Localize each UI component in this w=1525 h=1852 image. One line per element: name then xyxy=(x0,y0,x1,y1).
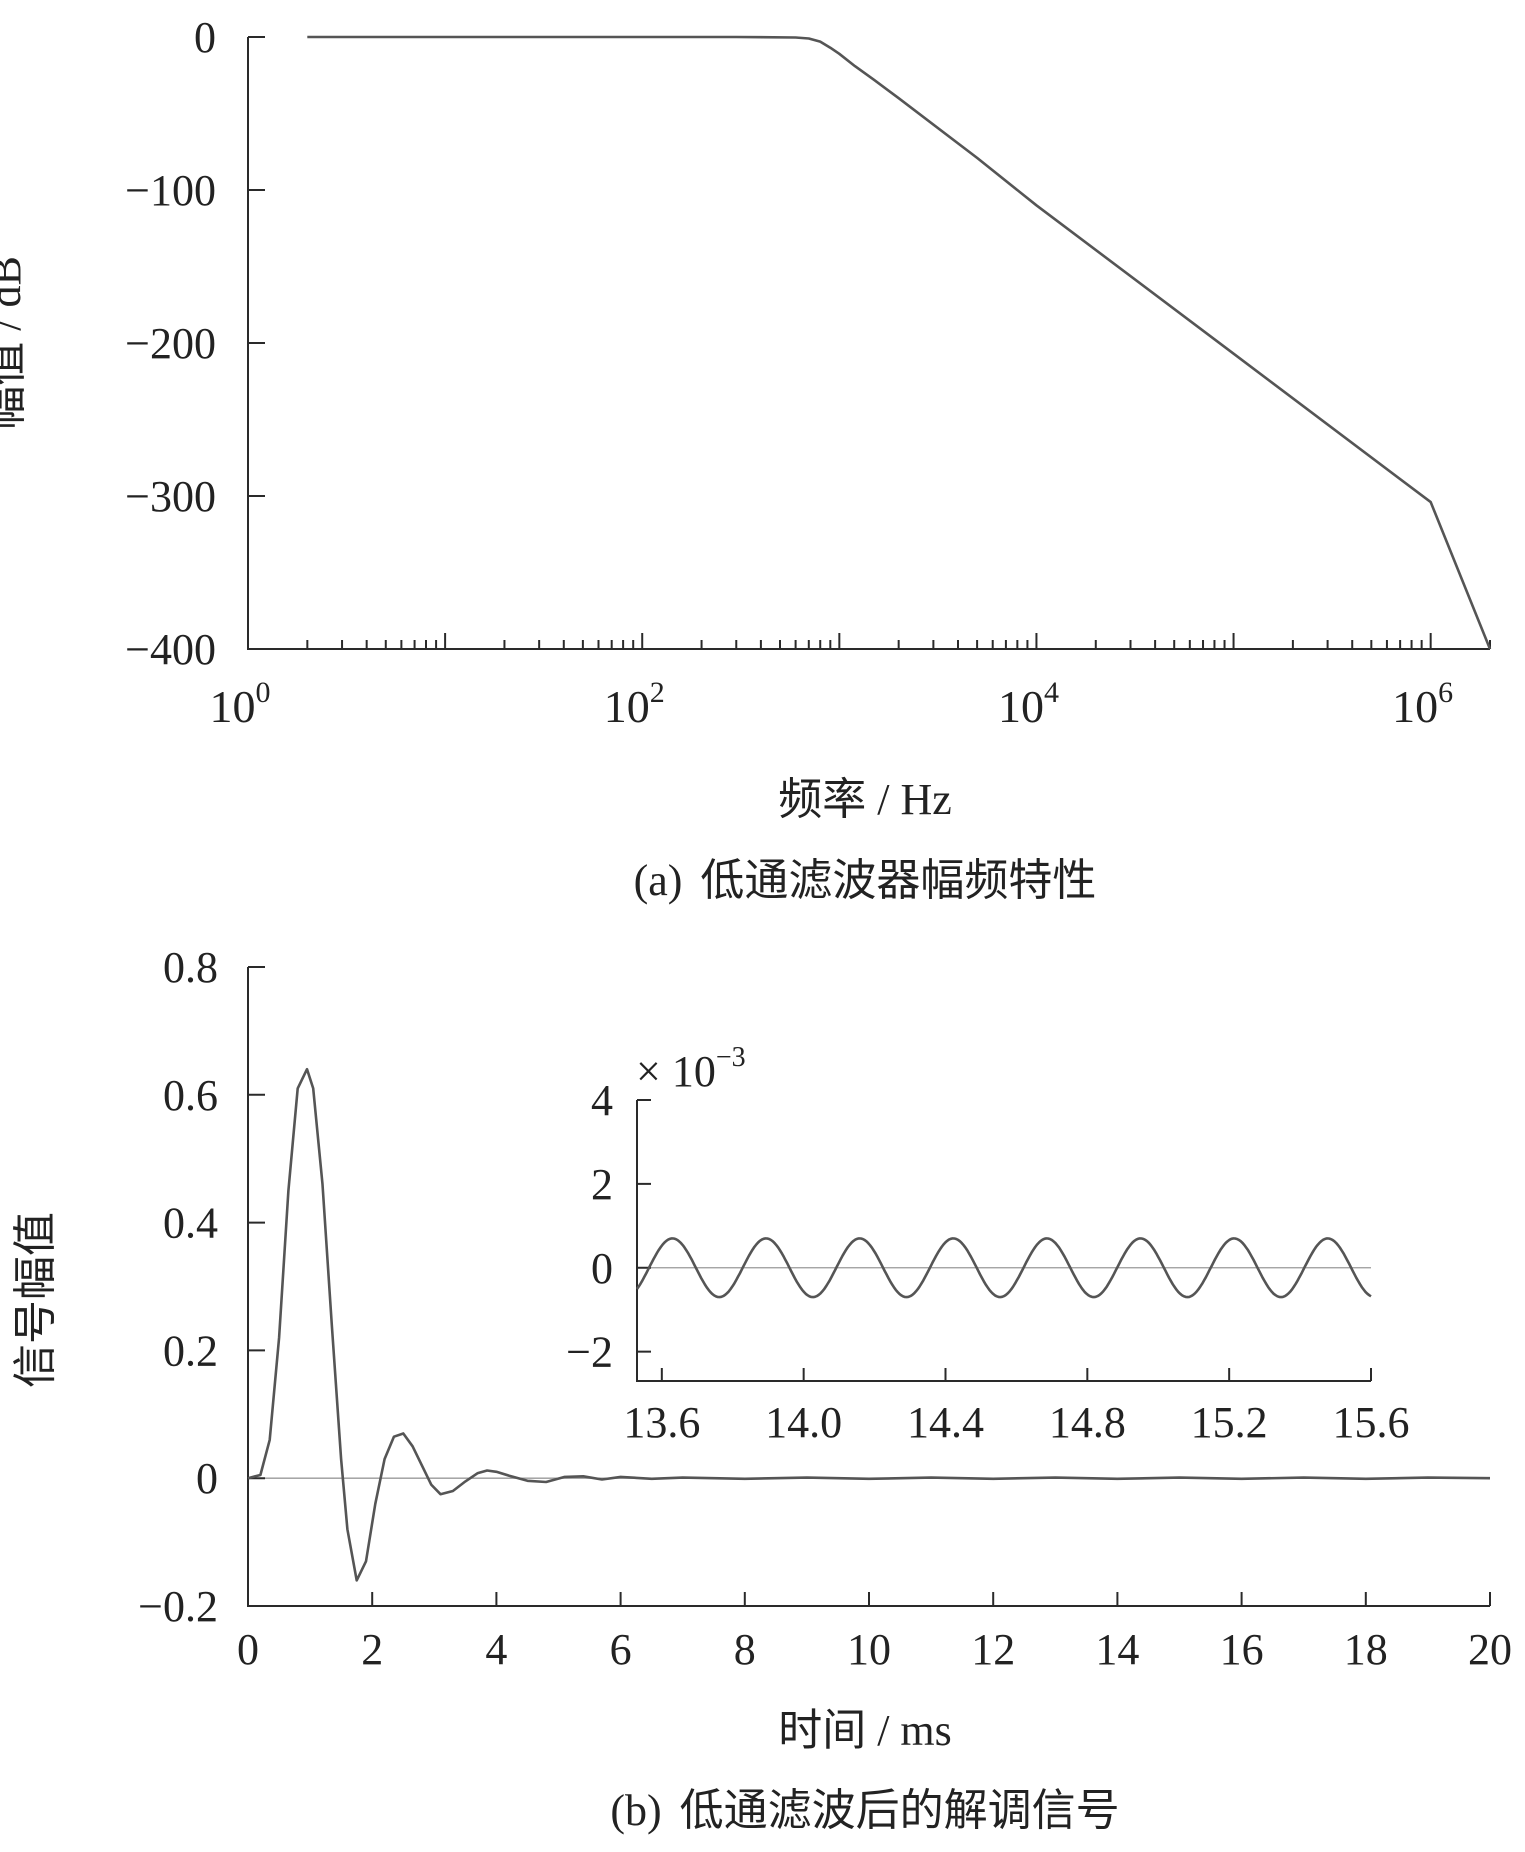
tick-label-exponent: 4 xyxy=(1044,676,1059,709)
inset-x-tick-label: 14.8 xyxy=(1049,1398,1126,1447)
panel-b-x-axis-label: 时间 / ms xyxy=(778,1706,952,1755)
panel-a-x-axis-label: 频率 / Hz xyxy=(778,775,952,824)
panel-a-y-tick-label: −400 xyxy=(125,625,216,674)
inset-multiplier-exponent: −3 xyxy=(716,1042,746,1073)
panel-b-x-tick-label: 10 xyxy=(847,1625,891,1674)
inset-x-tick-label: 14.0 xyxy=(765,1398,842,1447)
tick-label-base: 10 xyxy=(210,681,256,732)
panel-b-series-line xyxy=(247,1067,1491,1582)
panel-b-caption-text: 低通滤波后的解调信号 xyxy=(680,1786,1120,1835)
panel-b-axes xyxy=(247,967,1490,1607)
panel-a-caption: (a) 低通滤波器幅频特性 xyxy=(634,856,1097,905)
panel-a-x-tick-label: 102 xyxy=(604,676,665,732)
inset-multiplier: × 10−3 xyxy=(636,1042,746,1096)
panel-b-x-tick-label: 8 xyxy=(734,1625,756,1674)
panel-b-caption: (b) 低通滤波后的解调信号 xyxy=(610,1786,1119,1835)
inset-y-ticks: 4 2 0 −2 xyxy=(566,1076,651,1377)
panel-b-x-tick-label: 18 xyxy=(1344,1625,1388,1674)
tick-label-base: 10 xyxy=(1392,681,1438,732)
panel-a-caption-text: 低通滤波器幅频特性 xyxy=(700,856,1096,905)
panel-b-inset: 4 2 0 −2 13.6 14.0 14.4 14.8 15.2 15.6 × 10−3 xyxy=(566,1042,1409,1447)
panel-a-x-tick-label: 100 xyxy=(210,676,271,732)
inset-y-tick-label: −2 xyxy=(566,1328,613,1377)
panel-b-x-tick-label: 16 xyxy=(1220,1625,1264,1674)
panel-a-axes xyxy=(247,37,1490,650)
inset-y-tick-label: 4 xyxy=(591,1076,613,1125)
inset-y-tick-label: 0 xyxy=(591,1244,613,1293)
inset-multiplier-base: × 10 xyxy=(636,1047,716,1096)
panel-b-x-tick-label: 6 xyxy=(610,1625,632,1674)
inset-x-tick-label: 15.6 xyxy=(1333,1398,1410,1447)
tick-label-base: 10 xyxy=(998,681,1044,732)
panel-b-y-tick-label: 0.6 xyxy=(163,1071,218,1120)
inset-y-tick-label: 2 xyxy=(591,1160,613,1209)
tick-label-base: 10 xyxy=(604,681,650,732)
panel-b-y-tick-label: 0.2 xyxy=(163,1326,218,1375)
panel-b-x-tick-label: 20 xyxy=(1468,1625,1512,1674)
inset-series-line xyxy=(635,1237,1372,1299)
panel-a-x-tick-label: 106 xyxy=(1392,676,1453,732)
inset-x-ticks: 13.6 14.0 14.4 14.8 15.2 15.6 xyxy=(623,1368,1410,1447)
panel-b-x-tick-label: 12 xyxy=(971,1625,1015,1674)
panel-a-series-line xyxy=(307,35,1492,650)
panel-a-y-tick-label: 0 xyxy=(194,13,216,62)
panel-a-y-ticks: 0 −100 −200 −300 −400 xyxy=(125,13,265,674)
tick-label-exponent: 6 xyxy=(1438,676,1453,709)
panel-a-y-tick-label: −300 xyxy=(125,472,216,521)
panel-b-x-tick-label: 0 xyxy=(237,1625,259,1674)
panel-b-y-tick-label: 0.8 xyxy=(163,943,218,992)
inset-x-tick-label: 13.6 xyxy=(623,1398,700,1447)
panel-b-x-tick-label: 4 xyxy=(485,1625,507,1674)
panel-b-x-tick-label: 2 xyxy=(361,1625,383,1674)
panel-b-y-tick-label: 0.4 xyxy=(163,1199,218,1248)
panel-b-y-ticks: 0.8 0.6 0.4 0.2 0 −0.2 xyxy=(138,943,265,1631)
inset-x-tick-label: 15.2 xyxy=(1191,1398,1268,1447)
inset-x-tick-label: 14.4 xyxy=(907,1398,984,1447)
panel-b-x-tick-label: 14 xyxy=(1095,1625,1139,1674)
tick-label-exponent: 2 xyxy=(650,676,665,709)
panel-a-label: (a) xyxy=(634,856,683,905)
inset-axes xyxy=(636,1100,1371,1382)
panel-a-x-ticks: 100 102 104 106 xyxy=(210,633,1491,732)
tick-label-exponent: 0 xyxy=(256,676,271,709)
panel-b-label: (b) xyxy=(610,1786,661,1835)
panel-a-y-tick-label: −100 xyxy=(125,166,216,215)
panel-b-demodulated-signal: 0.80.60.40.20−0.2 0 2 4 6 8 10 12 14 16 18 20 信号幅值… xyxy=(11,943,1512,1835)
panel-a-y-axis-label: 幅值 / dB xyxy=(0,256,30,430)
panel-b-y-tick-label: 0 xyxy=(196,1454,218,1503)
panel-b-y-axis-label: 信号幅值 xyxy=(11,1212,60,1388)
panel-b-y-tick-label: −0.2 xyxy=(138,1582,218,1631)
panel-a-x-tick-label: 104 xyxy=(998,676,1059,732)
panel-b-x-ticks: 0 2 4 6 8 10 12 14 16 18 20 xyxy=(237,1592,1512,1674)
panel-a-y-tick-label: −200 xyxy=(125,319,216,368)
